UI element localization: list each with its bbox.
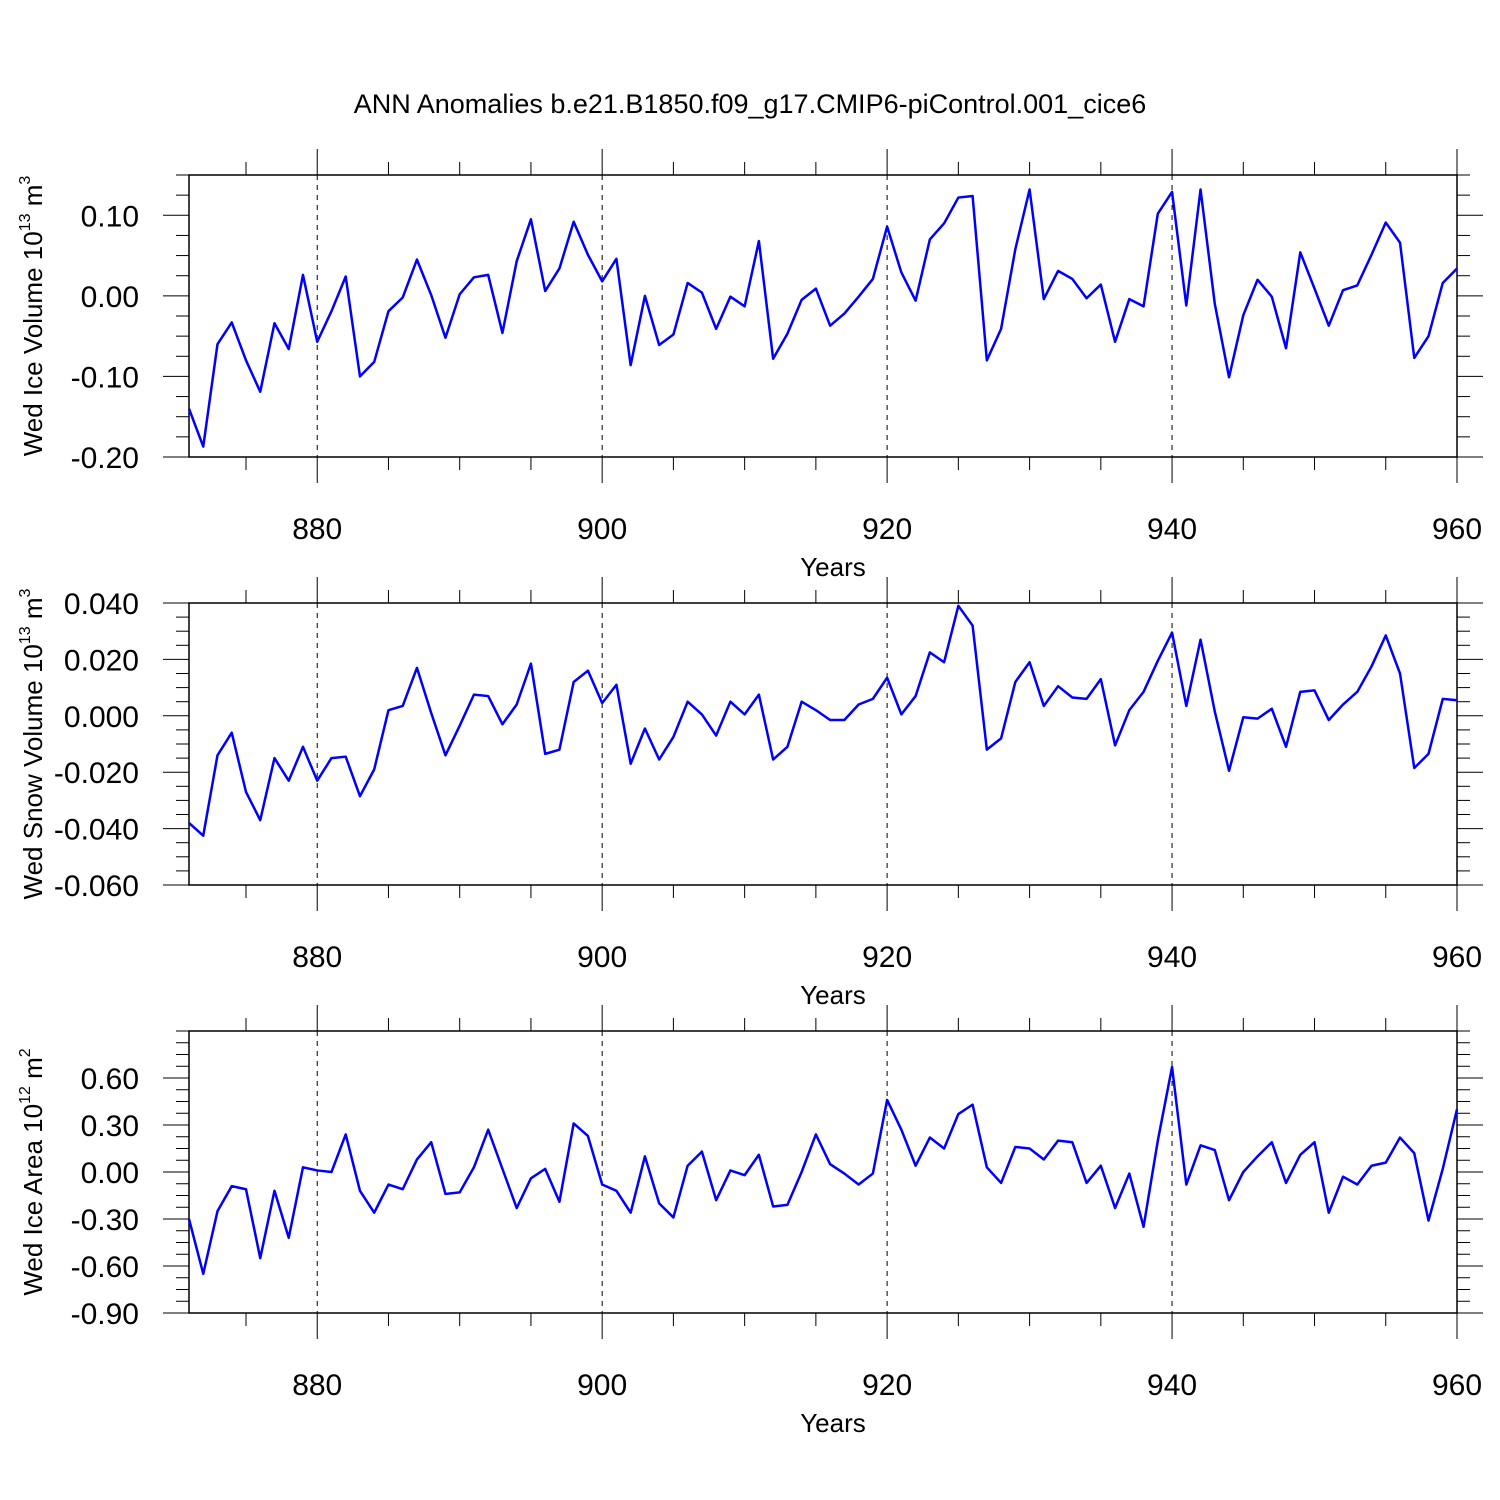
y-axis-label: Wed Ice Volume 1013 m3 xyxy=(17,176,48,457)
x-tick-label: 920 xyxy=(862,513,912,546)
x-tick-label: 900 xyxy=(577,513,627,546)
y-tick-label: -0.60 xyxy=(71,1251,139,1284)
y-axis-label: Wed Ice Area 1012 m2 xyxy=(17,1048,48,1295)
x-tick-label: 900 xyxy=(577,1369,627,1402)
y-tick-label: 0.000 xyxy=(64,701,139,734)
y-axis-label-sup: 13 xyxy=(17,626,34,644)
y-axis-label-unit: m xyxy=(18,185,48,214)
y-tick-label: 0.10 xyxy=(81,200,139,233)
y-axis-label-unit: m xyxy=(18,597,48,626)
y-axis-label-unit-sup: 3 xyxy=(17,176,34,185)
y-tick-label: -0.10 xyxy=(71,361,139,394)
y-tick-label: 0.30 xyxy=(81,1110,139,1143)
y-axis-label-unit-sup: 3 xyxy=(17,588,34,597)
y-tick-label: 0.60 xyxy=(81,1063,139,1096)
y-tick-label: -0.30 xyxy=(71,1204,139,1237)
y-tick-label: 0.00 xyxy=(81,1157,139,1190)
x-axis-label: Years xyxy=(800,1408,866,1438)
x-tick-label: 940 xyxy=(1147,1369,1197,1402)
x-tick-label: 960 xyxy=(1432,941,1482,974)
y-axis-label-unit-sup: 2 xyxy=(17,1048,34,1057)
y-tick-label: -0.20 xyxy=(71,442,139,475)
y-axis-label: Wed Snow Volume 1013 m3 xyxy=(17,588,48,899)
y-axis-label-sup: 12 xyxy=(17,1086,34,1104)
y-axis-label-main: Wed Snow Volume 10 xyxy=(18,644,48,899)
y-axis-label-sup: 13 xyxy=(17,213,34,231)
x-tick-label: 940 xyxy=(1147,513,1197,546)
x-tick-label: 880 xyxy=(292,941,342,974)
panel-2: 880 900 920 940 960 -0.060 -0.040 -0.020 0.000 0.… xyxy=(17,577,1483,1010)
x-tick-label: 920 xyxy=(862,941,912,974)
x-axis-label: Years xyxy=(800,552,866,582)
series-line xyxy=(187,188,1458,448)
x-tick-label: 940 xyxy=(1147,941,1197,974)
series-line xyxy=(188,604,1458,837)
series-line xyxy=(187,1065,1459,1276)
x-axis-label: Years xyxy=(800,980,866,1010)
x-tick-label: 880 xyxy=(292,1369,342,1402)
figure-title: ANN Anomalies b.e21.B1850.f09_g17.CMIP6-… xyxy=(354,89,1146,119)
x-tick-label: 960 xyxy=(1432,513,1482,546)
y-tick-label: -0.90 xyxy=(71,1298,139,1331)
panels: 880 900 920 940 960 -0.20 -0.10 0.00 0.10 Years We… xyxy=(17,149,1483,1438)
x-tick-label: 900 xyxy=(577,941,627,974)
y-tick-label: 0.040 xyxy=(64,588,139,621)
y-tick-label: 0.00 xyxy=(81,281,139,314)
x-tick-label: 960 xyxy=(1432,1369,1482,1402)
y-axis-label-main: Wed Ice Volume 10 xyxy=(18,231,48,456)
panel-1: 880 900 920 940 960 -0.20 -0.10 0.00 0.10 Years We… xyxy=(17,149,1483,582)
panel-3: 880 900 920 940 960 -0.90 -0.60 -0.30 0.00 0.30 0.… xyxy=(17,1005,1483,1438)
y-tick-label: -0.060 xyxy=(54,870,139,903)
x-tick-label: 880 xyxy=(292,513,342,546)
y-tick-label: -0.020 xyxy=(54,757,139,790)
plot-frame xyxy=(188,1030,1458,1314)
plot-frame xyxy=(188,174,1458,458)
x-tick-label: 920 xyxy=(862,1369,912,1402)
y-tick-label: 0.020 xyxy=(64,644,139,677)
y-axis-label-unit: m xyxy=(18,1057,48,1086)
y-tick-label: -0.040 xyxy=(54,814,139,847)
y-axis-label-main: Wed Ice Area 10 xyxy=(18,1104,48,1296)
